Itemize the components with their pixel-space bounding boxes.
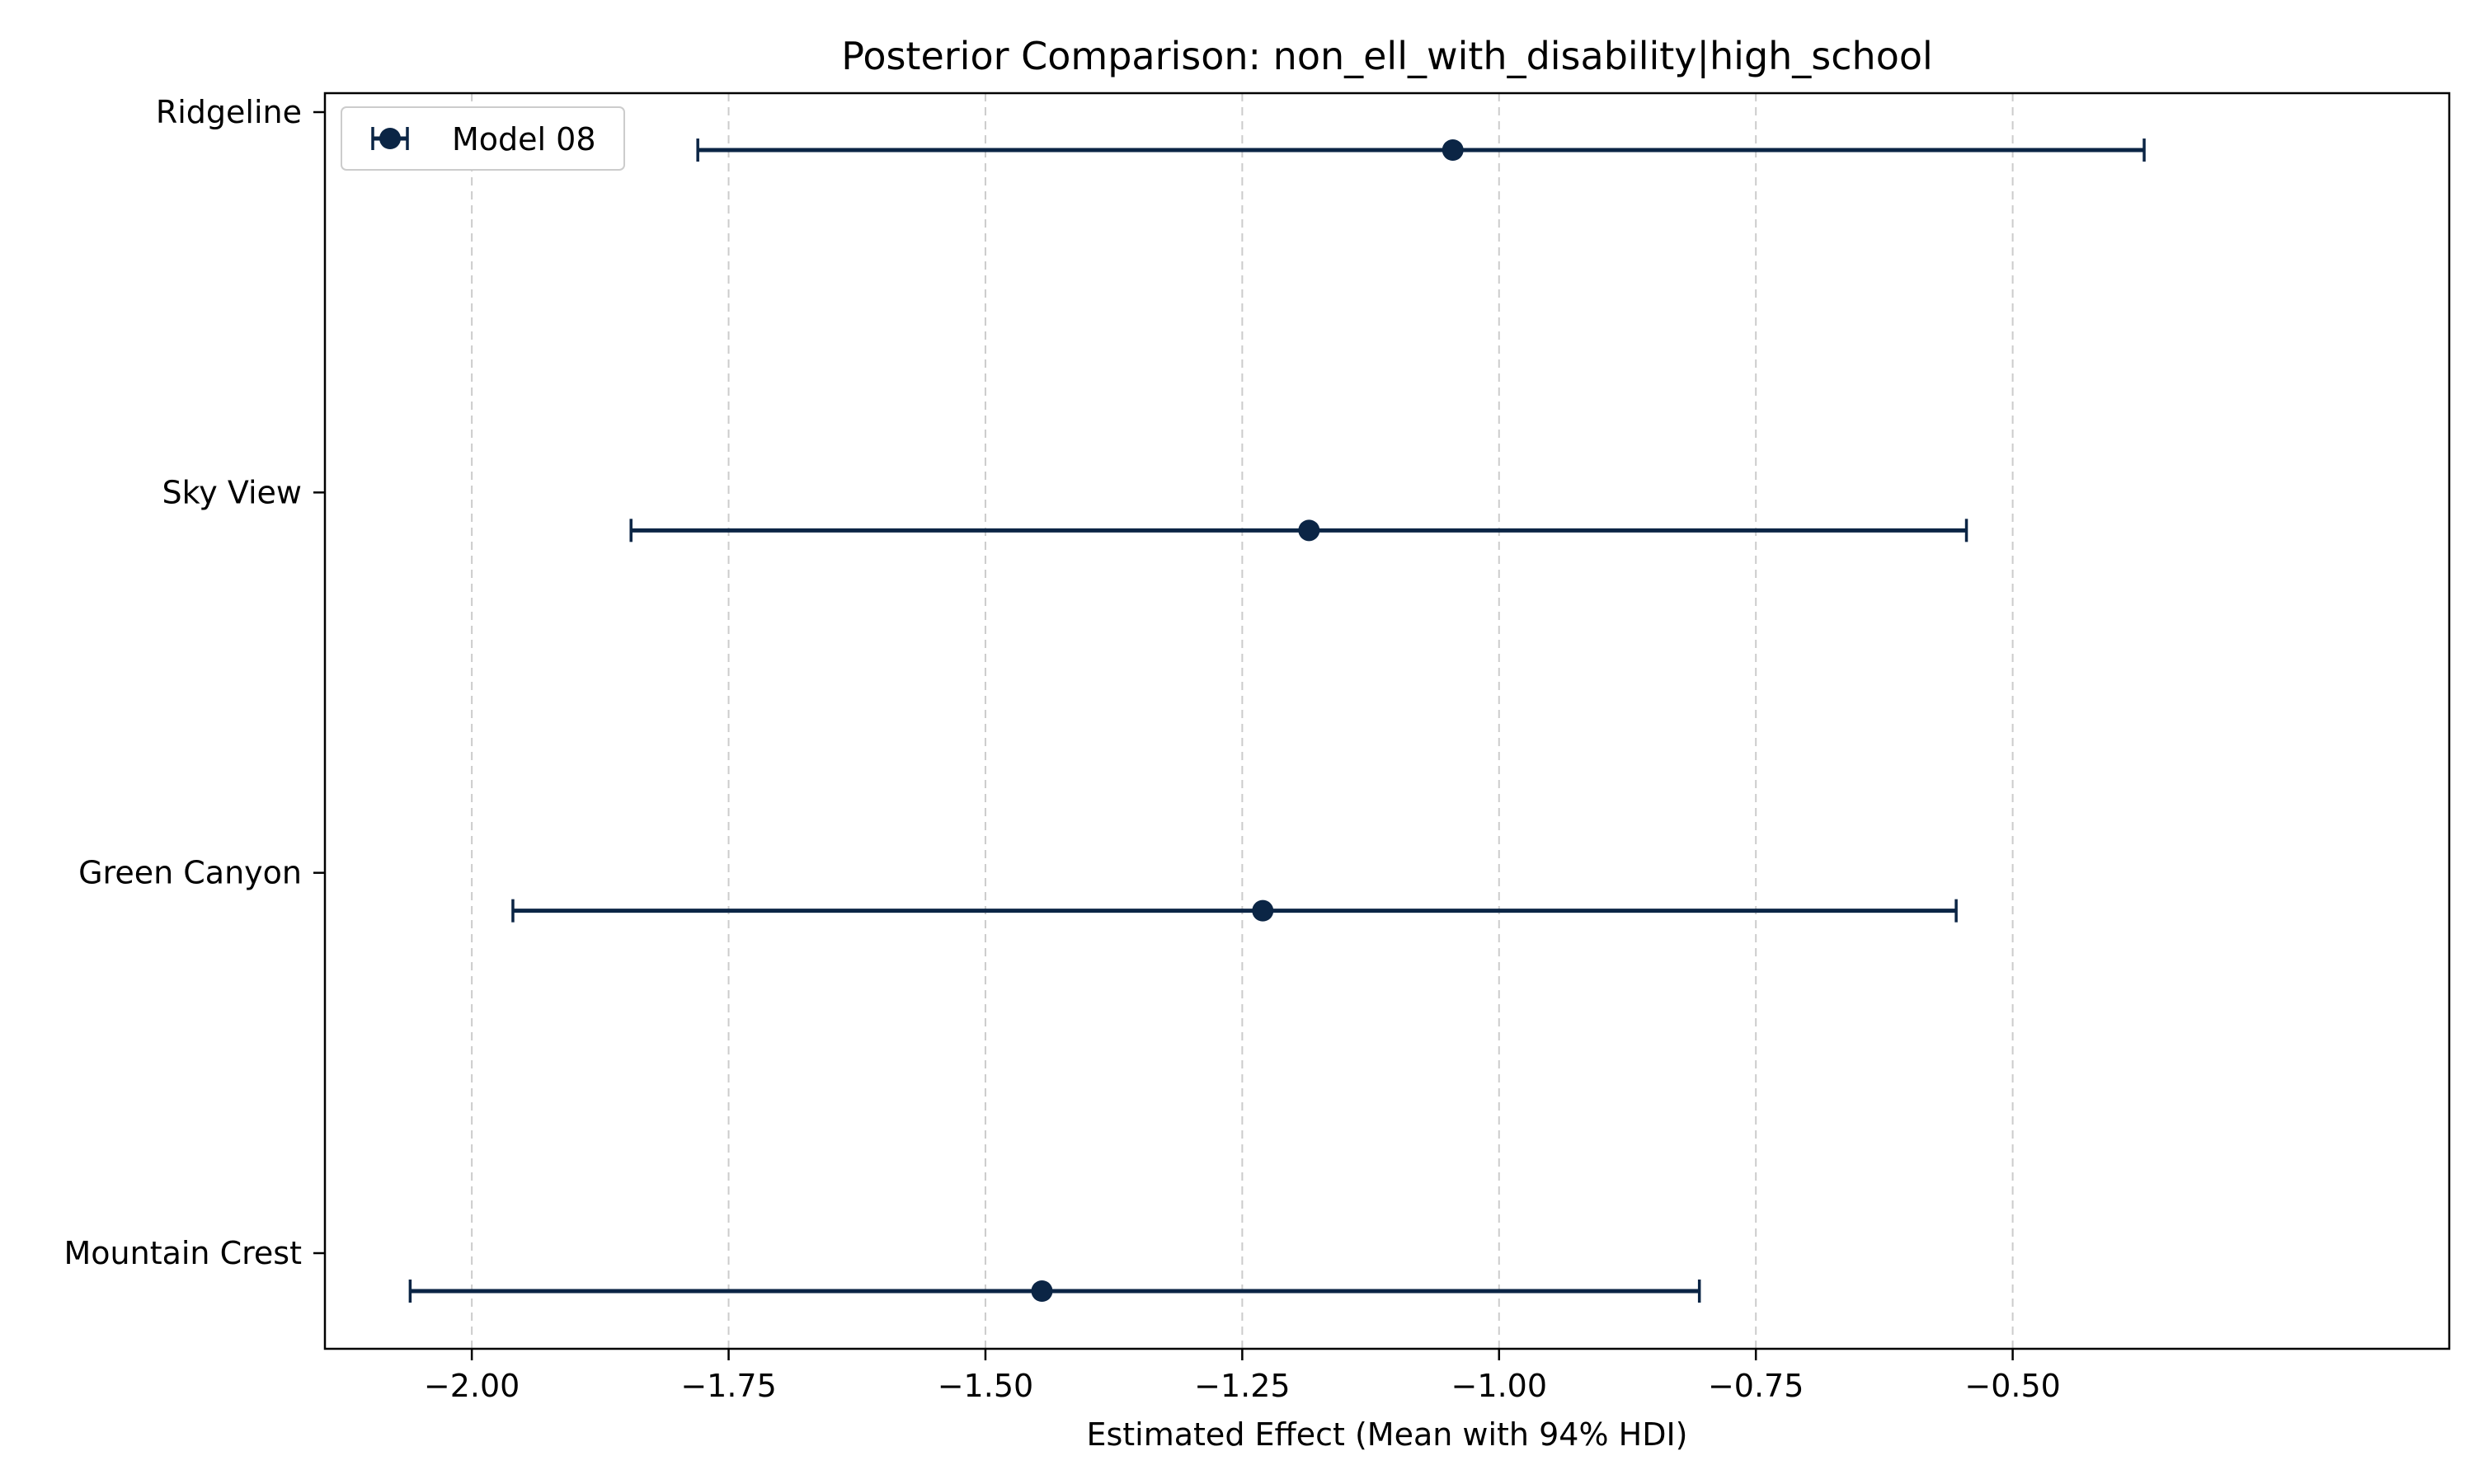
x-axis: −2.00 −1.75 −1.50 −1.25 −1.00 −0.75 −0.50 <box>424 1349 2061 1404</box>
x-tick-label: −0.75 <box>1708 1368 1804 1404</box>
chart-title: Posterior Comparison: non_ell_with_disab… <box>841 34 1933 79</box>
x-axis-label: Estimated Effect (Mean with 94% HDI) <box>1086 1416 1687 1453</box>
legend: Model 08 <box>341 106 625 171</box>
x-tick-label: −1.75 <box>680 1368 776 1404</box>
legend-frame <box>341 106 625 171</box>
plot-area-frame <box>323 92 2451 1350</box>
y-tick-label: Ridgeline <box>156 94 302 130</box>
mean-point <box>1442 139 1464 161</box>
grid-lines <box>471 93 2014 1349</box>
mean-point <box>1031 1280 1053 1302</box>
legend-point <box>379 128 401 149</box>
y-tick-label: Mountain Crest <box>63 1235 302 1271</box>
y-tick-label: Sky View <box>162 474 302 510</box>
x-tick-label: −1.25 <box>1194 1368 1290 1404</box>
data-marks <box>408 139 2146 1303</box>
mean-point <box>1252 899 1274 922</box>
y-axis: Ridgeline Sky View Green Canyon Mountain Cr… <box>63 94 325 1271</box>
x-tick-label: −1.00 <box>1451 1368 1547 1404</box>
y-tick-label: Green Canyon <box>78 855 302 891</box>
x-tick-label: −2.00 <box>424 1368 520 1404</box>
legend-label: Model 08 <box>452 121 596 157</box>
x-tick-label: −1.50 <box>938 1368 1033 1404</box>
legend-marker-errorbar <box>371 127 409 150</box>
mean-point <box>1298 519 1320 542</box>
x-tick-label: −0.50 <box>1964 1368 2060 1404</box>
